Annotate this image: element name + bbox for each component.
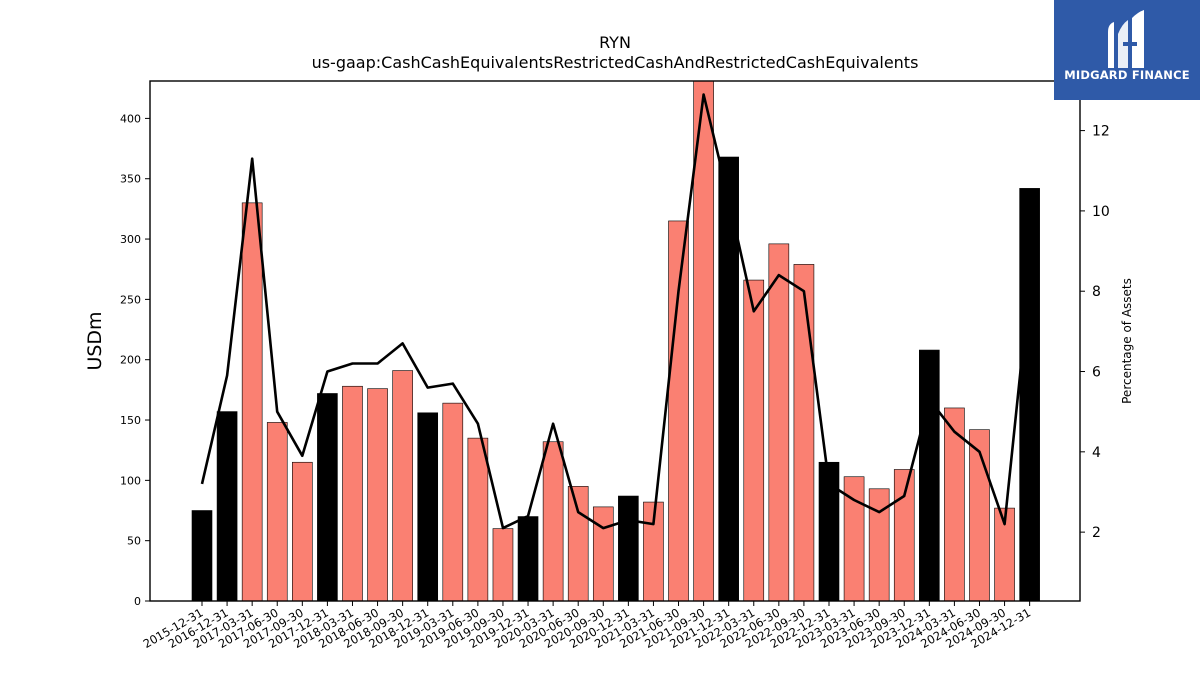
- bar-2019-09-30: [492, 528, 514, 601]
- chart-title: RYN: [599, 33, 631, 52]
- bar-2016-12-31: [216, 411, 238, 601]
- bar-2018-06-30: [367, 388, 388, 601]
- bar-2017-06-30: [266, 422, 288, 601]
- y-tick-label: 0: [134, 595, 141, 608]
- bar-2024-03-31: [944, 407, 965, 601]
- y-tick-label: 250: [120, 293, 141, 306]
- y2-tick-label: 12: [1092, 124, 1110, 140]
- bar-2017-12-31: [317, 393, 338, 601]
- y2-tick-label: 4: [1092, 445, 1101, 461]
- chart-subtitle: us-gaap:CashCashEquivalentsRestrictedCas…: [312, 53, 919, 72]
- y-axis-label: USDm: [84, 311, 106, 370]
- bar-2022-06-30: [768, 243, 790, 601]
- y-tick-label: 400: [120, 112, 141, 125]
- bar-2022-09-30: [793, 264, 815, 601]
- axes: 050100150200250300350400246810122015-12-…: [120, 80, 1110, 651]
- y-tick-label: 350: [120, 173, 141, 186]
- midgard-finance-logo: MIDGARD FINANCE: [1054, 0, 1200, 100]
- bar-2023-12-31: [919, 349, 940, 601]
- bar-2018-03-31: [342, 385, 363, 601]
- bar-2022-12-31: [818, 461, 840, 601]
- bar-2015-12-31: [191, 510, 213, 601]
- bar-2020-03-31: [542, 441, 564, 601]
- y2-tick-label: 10: [1092, 204, 1110, 220]
- bar-2018-12-31: [417, 412, 439, 601]
- percentage-line: [200, 93, 1031, 530]
- y2-tick-label: 2: [1092, 525, 1101, 541]
- bar-2023-09-30: [893, 469, 915, 601]
- y2-tick-label: 8: [1092, 284, 1101, 300]
- y2-axis-label: Percentage of Assets: [1120, 278, 1134, 404]
- bar-2020-06-30: [567, 486, 589, 601]
- logo-text: MIDGARD FINANCE: [1064, 68, 1190, 82]
- bar-2024-12-31: [1019, 188, 1040, 601]
- y2-tick-label: 6: [1092, 365, 1101, 381]
- bar-2024-06-30: [969, 429, 990, 601]
- bar-2017-03-31: [241, 202, 263, 601]
- line-group: [200, 93, 1031, 530]
- bar-2019-03-31: [442, 402, 464, 601]
- bar-2023-03-31: [843, 476, 865, 601]
- bar-2022-03-31: [743, 279, 765, 601]
- plot-frame: [149, 80, 1081, 602]
- bar-2021-06-30: [668, 220, 689, 601]
- y-tick-label: 50: [127, 535, 141, 548]
- bar-2021-03-31: [643, 501, 664, 601]
- y-tick-label: 100: [120, 474, 141, 487]
- y-tick-label: 300: [120, 233, 141, 246]
- bar-2020-12-31: [618, 495, 639, 601]
- logo-mark-icon: [1108, 10, 1144, 68]
- y-tick-label: 150: [120, 414, 141, 427]
- bar-2020-09-30: [592, 506, 614, 601]
- bar-2017-09-30: [292, 461, 313, 601]
- bar-2018-09-30: [392, 370, 413, 601]
- bar-group: [191, 81, 1040, 601]
- bar-2023-06-30: [868, 488, 890, 601]
- bar-2019-12-31: [517, 516, 539, 601]
- bar-2021-12-31: [718, 156, 739, 601]
- y-tick-label: 200: [120, 354, 141, 367]
- bar-2019-06-30: [467, 437, 489, 601]
